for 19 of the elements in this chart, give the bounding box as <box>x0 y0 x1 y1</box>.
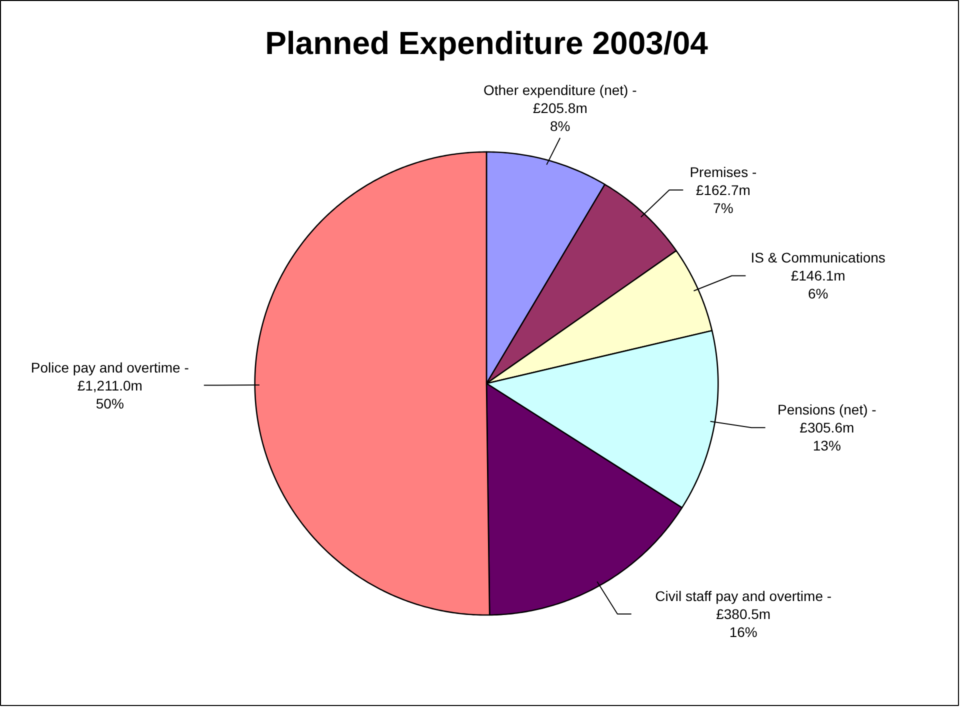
text: 7% <box>713 200 734 216</box>
text: 8% <box>550 118 570 134</box>
data-label: £380.5m <box>716 606 771 622</box>
text: 13% <box>812 438 841 454</box>
data-label: £305.6m <box>800 420 854 436</box>
slice-label: Pensions (net) - <box>778 402 877 418</box>
data-label: £205.8m <box>532 100 588 116</box>
data-label: £162.7m <box>696 182 750 198</box>
slice-label: IS & Communications <box>750 250 886 266</box>
text: 6% <box>808 286 828 302</box>
chart-title: Planned Expenditure 2003/04 <box>265 25 708 62</box>
slice-label: Other expenditure (net) - <box>483 82 638 98</box>
slice-label: Premises - <box>690 164 757 180</box>
text: 16% <box>729 624 758 640</box>
slice-label: Police pay and overtime - <box>30 359 190 376</box>
legend-label: Civil staff pay and overtime - <box>655 588 832 604</box>
text: 50% <box>96 395 124 412</box>
data-label: £1,211.0m <box>77 377 142 394</box>
data-label: £146.1m <box>790 268 846 284</box>
